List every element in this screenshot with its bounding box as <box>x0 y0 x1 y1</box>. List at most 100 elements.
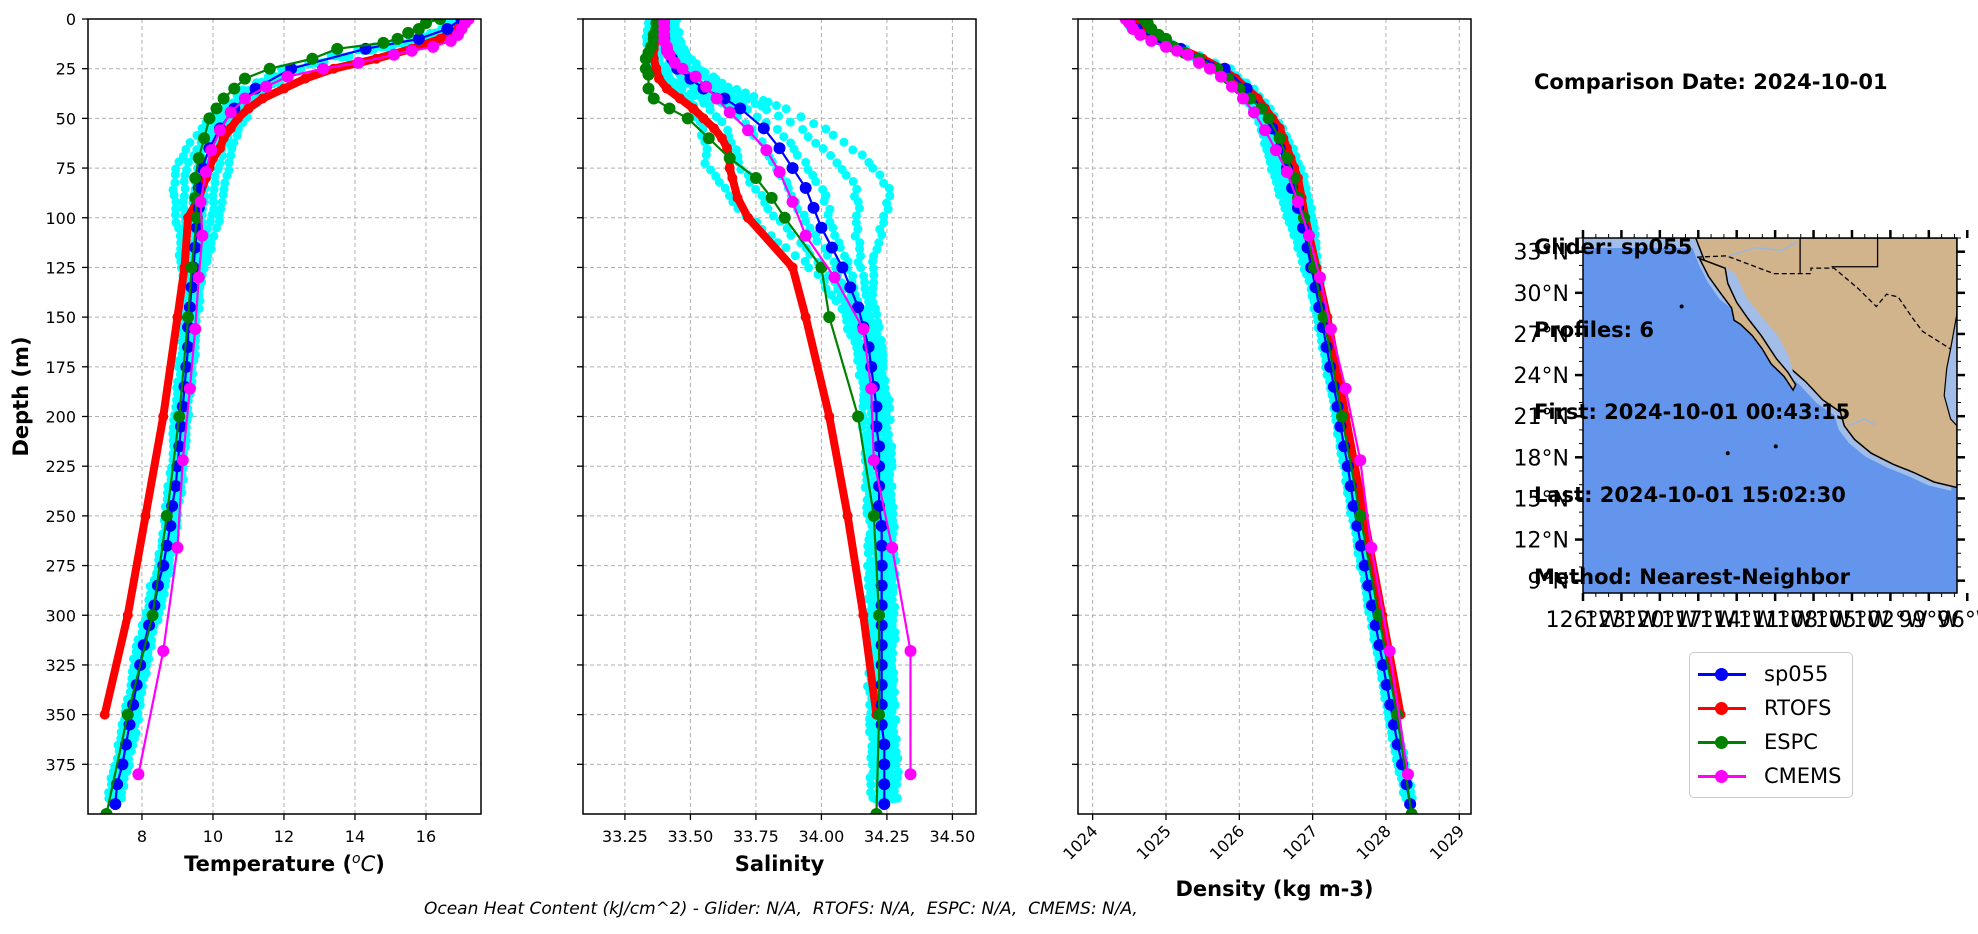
y-tick-label: 325 <box>45 656 76 675</box>
data-point-espc <box>647 92 660 105</box>
island <box>1664 245 1669 250</box>
data-point-cmems <box>1339 382 1352 395</box>
glider-profile-point <box>812 236 822 246</box>
glider-profile-point <box>883 204 893 214</box>
data-point-cmems <box>183 382 196 395</box>
data-point-rtofs <box>858 610 869 621</box>
series-espc <box>1137 19 1418 814</box>
panel-density: 1024 1025 1026 1027 1028 1029 Density (kg m-3) <box>1059 18 1472 901</box>
data-point-sp055 <box>852 301 865 314</box>
glider-profile-point <box>866 779 876 789</box>
info-line-profiles: Profiles: 6 <box>1534 317 1655 342</box>
legend-marker-sp055 <box>1698 667 1746 681</box>
glider-profile-point <box>835 243 845 253</box>
legend-item-rtofs: RTOFS <box>1690 693 1831 723</box>
data-point-espc <box>100 808 113 814</box>
data-point-cmems <box>260 80 273 93</box>
glider-profile-point <box>868 289 878 299</box>
glider-profile-point <box>772 124 782 134</box>
data-point-espc <box>160 509 173 522</box>
glider-profile-point <box>888 720 898 730</box>
info-line-first: First: 2024-10-01 00:43:15 <box>1534 400 1851 424</box>
data-point-cmems <box>171 541 184 554</box>
glider-profile-point <box>798 124 808 134</box>
glider-profile-point <box>202 257 212 267</box>
data-point-espc <box>434 19 447 25</box>
data-point-cmems <box>773 166 786 179</box>
data-point-espc <box>642 68 655 81</box>
data-point-cmems <box>1269 144 1282 157</box>
data-point-cmems <box>1159 40 1172 53</box>
data-point-cmems <box>828 271 841 284</box>
glider-profile-point <box>207 210 217 220</box>
glider-profile-point <box>889 687 899 697</box>
data-point-espc <box>228 82 241 95</box>
data-point-espc <box>702 132 715 145</box>
glider-profile-point <box>811 138 821 148</box>
glider-profile-point <box>185 137 195 147</box>
data-point-espc <box>146 609 159 622</box>
glider-profile-point <box>700 67 710 77</box>
degree-superscript: o <box>352 851 361 867</box>
glider-profile-point <box>139 673 149 683</box>
data-point-rtofs <box>172 312 183 323</box>
data-point-sp055 <box>1355 539 1368 552</box>
data-point-cmems <box>281 70 294 83</box>
data-point-rtofs <box>800 312 811 323</box>
data-point-rtofs <box>651 63 662 74</box>
data-point-sp055 <box>844 281 857 294</box>
data-point-espc <box>306 52 319 65</box>
glider-profile-point <box>880 376 890 386</box>
lat-tick-label: 30°N <box>1514 282 1569 307</box>
glider-profile-point <box>849 323 859 333</box>
international-border <box>1696 255 1951 350</box>
data-point-sp055 <box>757 122 770 135</box>
data-point-sp055 <box>875 639 888 652</box>
glider-profile-point <box>887 562 897 572</box>
data-point-espc <box>1390 708 1403 721</box>
glider-profile-point <box>869 270 879 280</box>
glider-profile-point <box>761 105 771 115</box>
glider-profile-point <box>855 244 865 254</box>
glider-profile-point <box>879 211 889 221</box>
glider-profile-point <box>887 462 897 472</box>
x-tick-label: 1024 <box>1059 821 1101 863</box>
data-point-espc <box>663 102 676 115</box>
glider-profile-point <box>887 481 897 491</box>
data-point-cmems <box>388 48 401 61</box>
series-espc <box>639 19 886 814</box>
glider-profile-point <box>1304 196 1314 206</box>
data-point-sp055 <box>1373 639 1386 652</box>
data-point-rtofs <box>99 709 110 720</box>
glider-profile-point <box>137 688 147 698</box>
axes-frame <box>582 18 977 815</box>
data-point-espc <box>377 36 390 49</box>
glider-profile-point <box>732 84 742 94</box>
glider-profile-point <box>890 602 900 612</box>
glider-profile-point <box>887 640 897 650</box>
data-point-sp055 <box>836 261 849 274</box>
glider-profile-point <box>792 150 802 160</box>
data-point-cmems <box>238 92 251 105</box>
data-point-sp055 <box>873 440 886 453</box>
glider-profile-point <box>740 88 750 98</box>
data-point-cmems <box>1258 124 1271 137</box>
glider-profile-point <box>209 197 219 207</box>
data-point-espc <box>823 311 836 324</box>
data-point-cmems <box>689 70 702 83</box>
data-point-espc <box>867 509 880 522</box>
lon-tick-label: 114°W <box>1699 608 1774 633</box>
data-point-sp055 <box>875 678 888 691</box>
data-point-cmems <box>886 541 899 554</box>
glider-profile-point <box>785 117 795 127</box>
glider-profile-point <box>876 335 886 345</box>
glider-profile-point <box>889 608 899 618</box>
data-point-sp055 <box>189 241 202 254</box>
glider-profile-point <box>773 111 783 121</box>
data-point-cmems <box>1302 229 1315 242</box>
data-point-cmems <box>1324 323 1337 336</box>
x-tick-label: 1027 <box>1279 821 1321 863</box>
lon-tick-label: 120°W <box>1622 608 1697 633</box>
plot-area <box>639 19 917 814</box>
data-point-espc <box>778 211 791 224</box>
